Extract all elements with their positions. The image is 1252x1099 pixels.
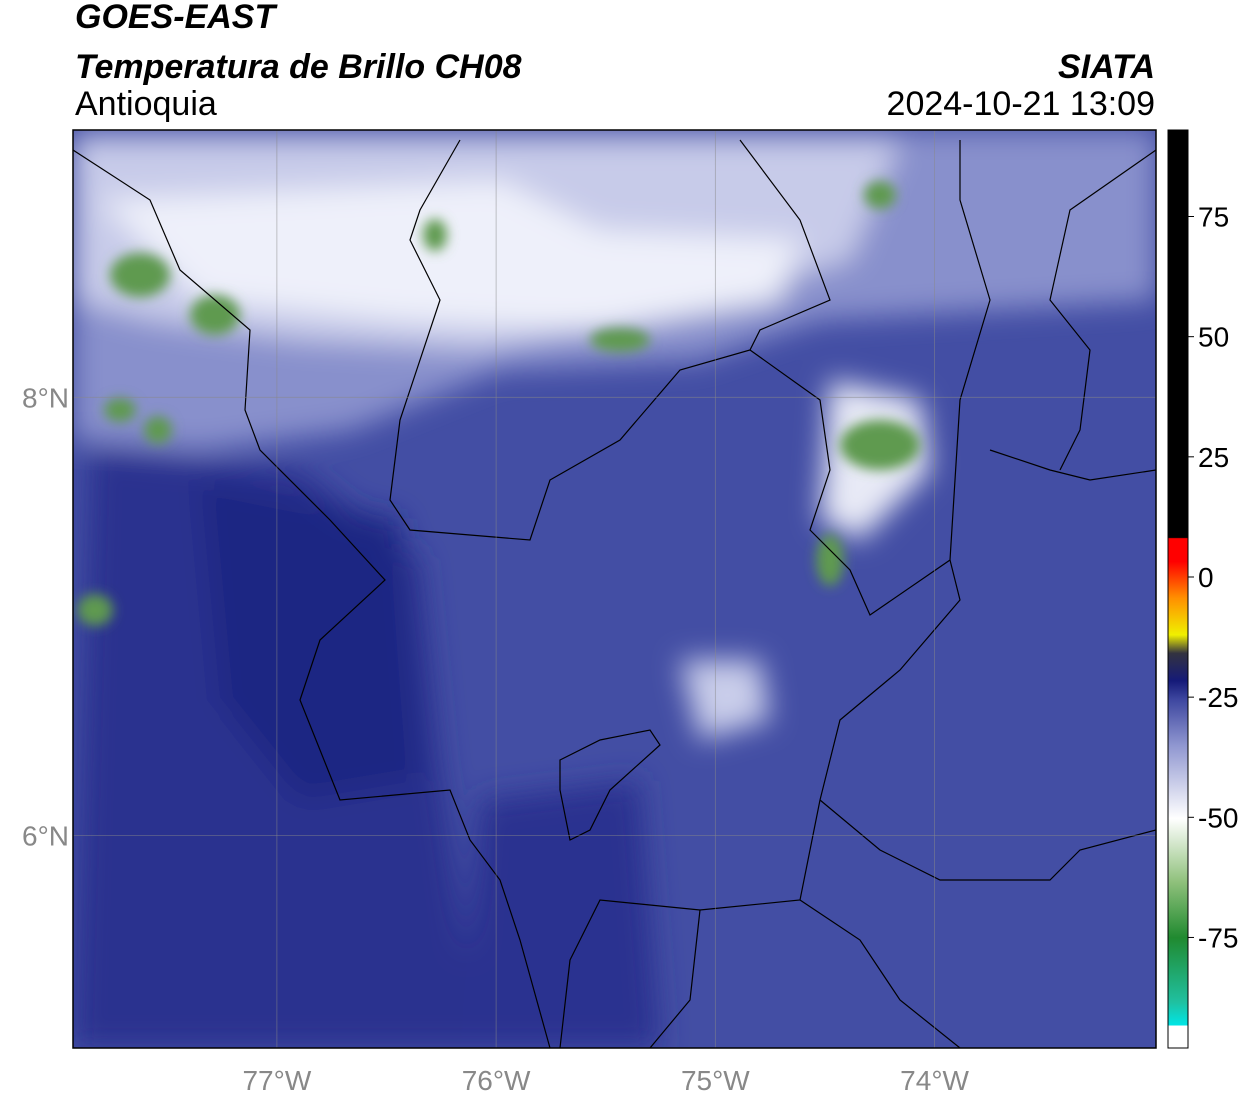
colorbar-tick-label: 50 [1198, 322, 1229, 353]
x-tick-label: 74°W [900, 1065, 969, 1096]
colorbar-tick-label: 25 [1198, 442, 1229, 473]
borders [73, 139, 1156, 1048]
datetime: 2024-10-21 13:09 [887, 85, 1155, 123]
region: Antioquia [75, 85, 217, 123]
y-tick-label: 6°N [22, 820, 69, 851]
y-tick-label: 8°N [22, 382, 69, 413]
satellite-image [73, 130, 1156, 1048]
x-tick-label: 77°W [242, 1065, 311, 1096]
map-frame [72, 129, 1157, 1049]
colorbar-tick-label: -25 [1198, 682, 1238, 713]
colorbar-tick-label: 75 [1198, 202, 1229, 233]
colorbar-tick-label: -50 [1198, 802, 1238, 833]
title: GOES-EAST [75, 0, 278, 36]
colorbar-tick-label: 0 [1198, 562, 1214, 593]
x-tick-label: 76°W [462, 1065, 531, 1096]
x-tick-label: 75°W [681, 1065, 750, 1096]
source: SIATA [1058, 48, 1155, 86]
colorbar [1167, 129, 1189, 1049]
colorbar-tick-label: -75 [1198, 922, 1238, 953]
subtitle: Temperatura de Brillo CH08 [75, 48, 522, 86]
